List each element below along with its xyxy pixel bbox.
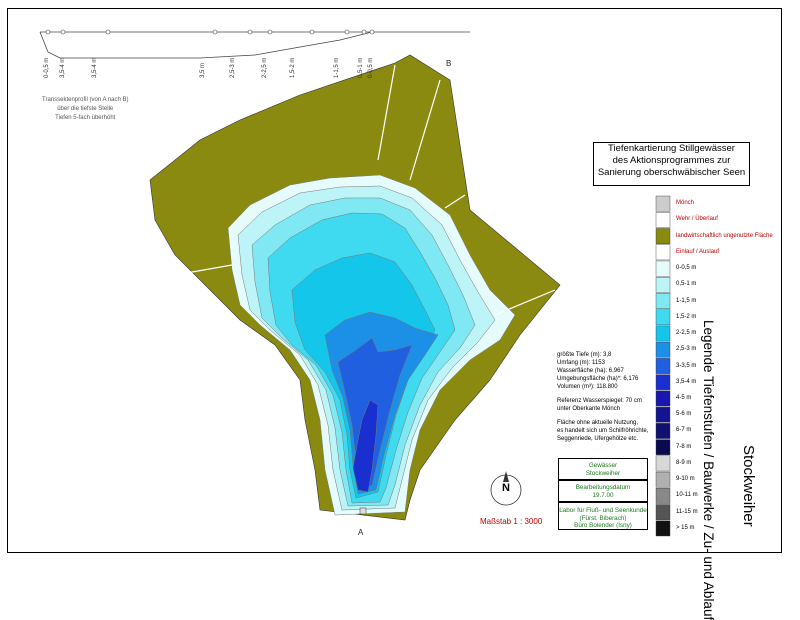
legend-label: Mönch — [676, 200, 695, 207]
legend-swatch — [655, 455, 671, 472]
legend-swatch — [655, 195, 671, 212]
legend-swatch — [655, 260, 671, 277]
legend-label: 3,5-4 m — [676, 378, 697, 385]
legend-swatch — [655, 406, 671, 423]
legend-swatch — [655, 471, 671, 488]
legend-swatch — [655, 325, 671, 342]
depth-3.5-4 — [352, 399, 379, 493]
legend-swatch — [655, 423, 671, 439]
legend-swatch — [655, 244, 671, 261]
title-line-1: Tiefenkartierung Stillgewässer — [608, 143, 735, 154]
stat-perimeter: Umfang (m): 1153 — [557, 360, 605, 366]
stat-reference-1: Referenz Wasserspiegel: 70 cm — [557, 398, 642, 404]
legend-label: 2-2,5 m — [676, 330, 697, 337]
title-line-2: des Aktionsprogrammes zur — [612, 155, 731, 166]
legend-label: 4-5 m — [676, 394, 692, 401]
transect-profile — [39, 29, 470, 59]
profile-depth-label: 3,5-4 m — [92, 57, 98, 78]
profile-depth-label: 1,5-2 m — [290, 57, 296, 78]
legend-label: 2,5-3 m — [676, 346, 697, 353]
transect-note: Transsektenprofil (von A nach B) über di… — [42, 97, 129, 121]
legend-swatches — [655, 195, 671, 537]
map-canvas — [39, 29, 671, 537]
legend-label: 10-11 m — [676, 492, 698, 499]
legend-label: 1-1,5 m — [676, 297, 697, 304]
stat-note-3: Seggenriede, Ufergehölze etc. — [557, 436, 639, 442]
legend-label: 11-15 m — [676, 508, 698, 515]
legend-label: 8-9 m — [676, 459, 692, 466]
legend-label: Wehr / Überlauf — [676, 216, 718, 223]
legend-swatch — [655, 228, 671, 244]
lake-statistics: größte Tiefe (m): 3,8 Umfang (m): 1153 W… — [557, 351, 648, 443]
legend-label: > 15 m — [676, 524, 695, 531]
scale-label: Maßstab 1 : 3000 — [480, 517, 543, 526]
profile-depth-label: 3,5-4 m — [60, 57, 66, 78]
legend-label: Einlauf / Auslauf — [676, 248, 720, 255]
legend-label: 7-8 m — [676, 443, 692, 450]
legend-swatch — [655, 439, 671, 456]
stat-water-area: Wasserfläche (ha): 6,967 — [557, 368, 624, 374]
legend-swatch — [655, 520, 671, 537]
stat-surrounding-area: Umgebungsfläche (ha)*: 6,176 — [557, 376, 639, 382]
stat-note-1: Fläche ohne aktuelle Nutzung, — [557, 420, 639, 426]
legend-label: 3-3,5 m — [676, 362, 697, 369]
legend-swatch — [655, 276, 671, 293]
legend-swatch — [655, 374, 671, 391]
north-arrow — [490, 471, 522, 506]
legend-swatch — [655, 390, 671, 407]
legend-label: 0-0,5 m — [676, 265, 697, 272]
legend-label: 9-10 m — [676, 476, 695, 483]
point-b-label: B — [446, 59, 452, 68]
title-box: Tiefenkartierung Stillgewässer des Aktio… — [593, 142, 750, 186]
legend-swatch — [655, 358, 671, 374]
legend-vertical-title: Legende Tiefenstufen / Bauwerke / Zu- un… — [701, 320, 716, 620]
stat-max-depth: größte Tiefe (m): 3,8 — [557, 352, 612, 358]
lake-name-vertical: Stockweiher — [740, 445, 757, 527]
profile-depth-label: 0-0,5 m — [368, 57, 374, 78]
map-frame — [7, 8, 782, 553]
legend-swatch — [655, 341, 671, 358]
north-label: N — [502, 482, 510, 494]
legend-swatch — [655, 504, 671, 520]
stat-volume: Volumen (m³): 118.800 — [557, 384, 618, 390]
info-lab: Labor für Fluß- und Seenkunde (Fürst. Bi… — [558, 502, 648, 530]
legend-swatch — [655, 293, 671, 309]
ditches — [174, 64, 556, 316]
info-water: Gewässer Stockweiher — [558, 458, 648, 480]
profile-depth-label: 1-1,5 m — [334, 57, 340, 78]
profile-depth-label: 0,5-1 m — [358, 57, 364, 78]
legend-label: landwirtschaftlich ungenutzte Fläche — [676, 232, 773, 239]
point-a-label: A — [358, 528, 364, 537]
profile-depth-label: 3,5 m — [200, 62, 206, 78]
legend-swatch — [655, 212, 671, 228]
legend-label: 6-7 m — [676, 427, 692, 434]
legend-swatch — [655, 309, 671, 326]
stat-reference-2: unter Oberkante Mönch — [557, 406, 621, 412]
legend-swatch — [655, 488, 671, 504]
monk-marker — [359, 507, 367, 515]
profile-depth-label: 2,5-3 m — [230, 57, 236, 78]
legend-label: 5-6 m — [676, 411, 692, 418]
title-line-3: Sanierung oberschwäbischer Seen — [597, 167, 746, 178]
profile-depth-label: 0-0,5 m — [44, 57, 50, 78]
legend-label: 0,5-1 m — [676, 281, 697, 288]
info-date: Bearbeitungsdatum 19.7.00 — [558, 480, 648, 502]
legend-label: 1,5-2 m — [676, 313, 697, 320]
profile-depth-label: 2-2,5 m — [262, 57, 268, 78]
stat-note-2: es handelt sich um Schilfröhrichte, — [557, 428, 649, 434]
